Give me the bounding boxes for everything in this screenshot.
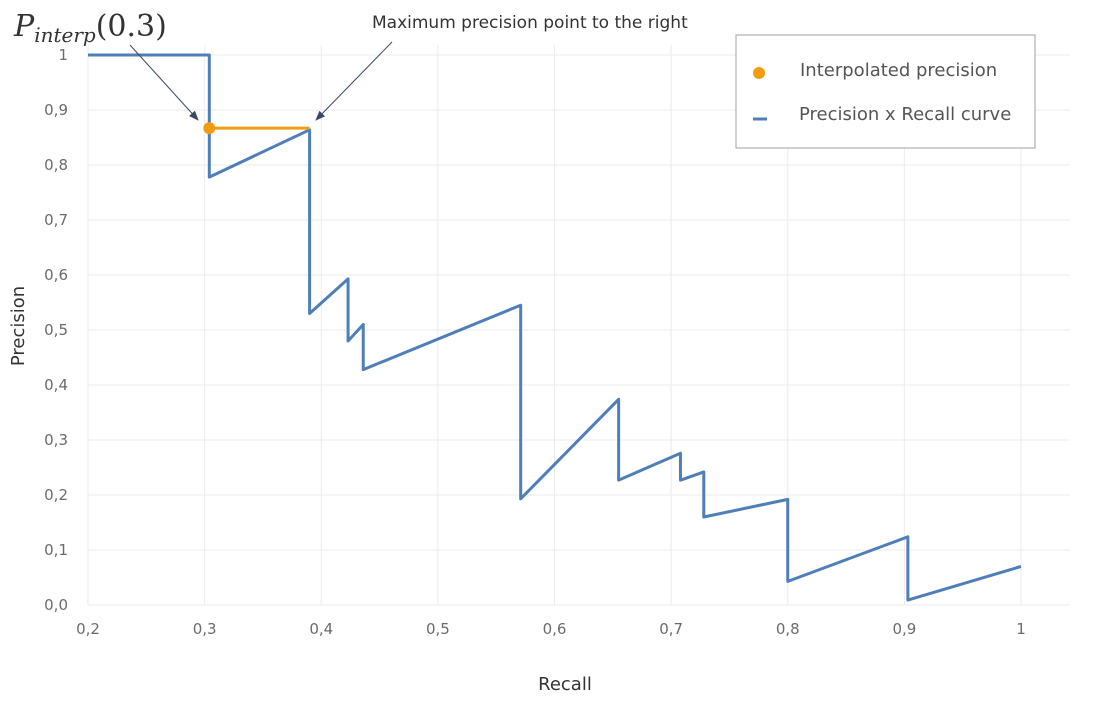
y-tick-label: 0,9 <box>44 101 68 119</box>
x-axis-label: Recall <box>538 674 592 695</box>
interpolated-precision-point <box>203 122 216 135</box>
x-axis-ticks: 0,2 0,3 0,4 0,5 0,6 0,7 0,8 0,9 1 <box>76 620 1026 638</box>
legend-curve-label: Precision x Recall curve <box>799 104 1011 125</box>
y-tick-label: 0,6 <box>44 266 68 284</box>
x-tick-label: 1 <box>1016 620 1026 638</box>
legend: Interpolated precision Precision x Recal… <box>735 34 1036 149</box>
right-note-annotation: Maximum precision point to the right <box>372 13 688 33</box>
legend-interpolated-marker <box>753 67 765 79</box>
y-tick-label: 0,0 <box>44 596 68 614</box>
grid-lines <box>87 45 1070 606</box>
x-tick-label: 0,2 <box>76 620 100 638</box>
right-note-arrow <box>315 41 393 121</box>
formula-base: P <box>13 9 35 44</box>
y-tick-label: 0,7 <box>44 211 68 229</box>
legend-interpolated-label: Interpolated precision <box>800 60 997 81</box>
y-tick-label: 1 <box>58 46 68 64</box>
y-axis-label: Precision <box>8 286 29 366</box>
y-tick-label: 0,1 <box>44 541 68 559</box>
legend-box <box>735 34 1036 149</box>
y-tick-label: 0,3 <box>44 431 68 449</box>
x-tick-label: 0,3 <box>193 620 217 638</box>
formula-arrow <box>129 44 199 121</box>
y-tick-label: 0,5 <box>44 321 68 339</box>
x-tick-label: 0,7 <box>659 620 683 638</box>
x-tick-label: 0,5 <box>426 620 450 638</box>
y-tick-label: 0,4 <box>44 376 68 394</box>
y-tick-label: 0,8 <box>44 156 68 174</box>
precision-recall-curve-line <box>88 53 1022 602</box>
x-tick-label: 0,6 <box>543 620 567 638</box>
formula-argument: (0.3) <box>96 9 167 44</box>
formula-annotation: Pinterp(0.3) <box>13 9 167 47</box>
formula-subscript: interp <box>34 23 96 47</box>
x-tick-label: 0,4 <box>309 620 333 638</box>
x-tick-label: 0,9 <box>892 620 916 638</box>
y-tick-label: 0,2 <box>44 486 68 504</box>
x-tick-label: 0,8 <box>776 620 800 638</box>
y-axis-ticks: 0,0 0,1 0,2 0,3 0,4 0,5 0,6 0,7 0,8 0,9 1 <box>44 46 68 614</box>
